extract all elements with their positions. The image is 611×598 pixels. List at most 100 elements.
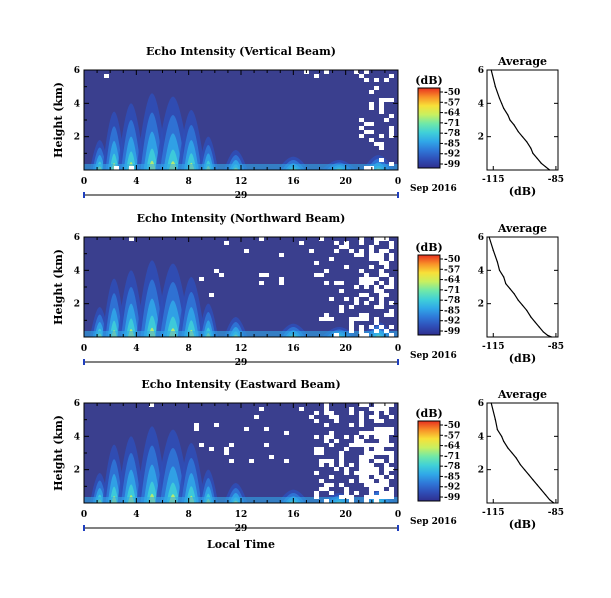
missing-data-cell: [194, 427, 199, 431]
missing-data-cell: [199, 277, 204, 281]
missing-data-cell: [384, 265, 389, 269]
average-point: [546, 334, 549, 336]
missing-data-cell: [324, 313, 329, 317]
y-tick-label: 2: [478, 300, 484, 310]
missing-data-cell: [379, 297, 384, 301]
x-tick-label: 0: [81, 344, 87, 354]
missing-data-cell: [359, 439, 364, 443]
missing-data-cell: [374, 257, 379, 261]
missing-data-cell: [324, 435, 329, 439]
day-label: 29: [235, 191, 248, 201]
colorbar: (dB)-50-57-64-71-78-85-92-99: [415, 407, 460, 503]
missing-data-cell: [374, 321, 379, 325]
y-axis-label: Height (km): [52, 249, 65, 325]
missing-data-cell: [379, 102, 384, 106]
missing-data-cell: [359, 313, 364, 317]
missing-data-cell: [329, 297, 334, 301]
colorbar-tick-label: -71: [444, 119, 460, 129]
colorbar-tick-label: -64: [444, 276, 460, 286]
missing-data-cell: [374, 403, 379, 407]
missing-data-cell: [334, 333, 339, 337]
missing-data-cell: [389, 285, 394, 289]
missing-data-cell: [369, 479, 374, 483]
missing-data-cell: [379, 301, 384, 305]
colorbar-tick-label: -99: [444, 327, 460, 337]
average-point: [509, 288, 511, 290]
missing-data-cell: [309, 415, 314, 419]
missing-data-cell: [389, 495, 394, 499]
average-x-label: (dB): [509, 352, 536, 365]
missing-data-cell: [384, 435, 389, 439]
missing-data-cell: [389, 309, 394, 313]
average-point: [501, 435, 503, 437]
missing-data-cell: [384, 407, 389, 411]
missing-data-cell: [369, 463, 374, 467]
missing-data-cell: [389, 451, 394, 455]
missing-data-cell: [389, 253, 394, 257]
missing-data-cell: [364, 447, 369, 451]
colorbar-gradient: [417, 254, 441, 336]
missing-data-cell: [359, 293, 364, 297]
missing-data-cell: [379, 443, 384, 447]
missing-data-cell: [374, 475, 379, 479]
missing-data-cell: [369, 277, 374, 281]
missing-data-cell: [364, 467, 369, 471]
average-point: [540, 489, 542, 491]
missing-data-cell: [369, 245, 374, 249]
missing-data-cell: [329, 317, 334, 321]
missing-data-cell: [384, 237, 389, 241]
missing-data-cell: [324, 423, 329, 427]
missing-data-cell: [384, 273, 389, 277]
average-point: [503, 276, 505, 278]
missing-data-cell: [349, 317, 354, 321]
missing-data-cell: [389, 491, 394, 495]
missing-data-cell: [324, 317, 329, 321]
x-tick-label: 20: [339, 510, 352, 520]
missing-data-cell: [319, 273, 324, 277]
colorbar-tick-label: -99: [444, 160, 460, 170]
missing-data-cell: [259, 237, 264, 241]
x-tick-label: 4: [133, 177, 139, 187]
colorbar-tick-label: -64: [444, 109, 460, 119]
missing-data-cell: [374, 431, 379, 435]
missing-data-cell: [359, 237, 364, 241]
missing-data-cell: [389, 325, 394, 329]
average-point: [509, 119, 511, 121]
missing-data-cell: [209, 293, 214, 297]
missing-data-cell: [329, 257, 334, 261]
average-point: [515, 457, 517, 459]
x-tick-label: -85: [548, 342, 564, 352]
missing-data-cell: [354, 491, 359, 495]
missing-data-cell: [339, 459, 344, 463]
missing-data-cell: [384, 495, 389, 499]
missing-data-cell: [319, 447, 324, 451]
y-tick-label: 4: [478, 432, 484, 442]
missing-data-cell: [334, 241, 339, 245]
missing-data-cell: [379, 293, 384, 297]
missing-data-cell: [319, 451, 324, 455]
missing-data-cell: [324, 281, 329, 285]
missing-data-cell: [359, 431, 364, 435]
missing-data-cell: [374, 459, 379, 463]
missing-data-cell: [329, 411, 334, 415]
missing-data-cell: [389, 134, 394, 138]
missing-data-cell: [389, 455, 394, 459]
average-point: [530, 316, 532, 318]
missing-data-cell: [319, 479, 324, 483]
missing-data-cell: [324, 411, 329, 415]
heatmap-panel-2: Echo Intensity (Northward Beam) 6 4 2 Height…: [52, 212, 460, 368]
missing-data-cell: [384, 78, 389, 82]
x-tick-label: -115: [482, 508, 505, 518]
missing-data-cell: [359, 269, 364, 273]
missing-data-cell: [359, 118, 364, 122]
missing-data-cell: [339, 463, 344, 467]
average-point: [544, 166, 547, 168]
x-tick-label: 0: [395, 510, 401, 520]
missing-data-cell: [314, 419, 319, 423]
colorbar-gradient: [417, 87, 441, 169]
missing-data-cell: [194, 423, 199, 427]
missing-data-cell: [379, 142, 384, 146]
missing-data-cell: [349, 443, 354, 447]
average-point: [513, 124, 515, 126]
average-point: [532, 152, 534, 154]
